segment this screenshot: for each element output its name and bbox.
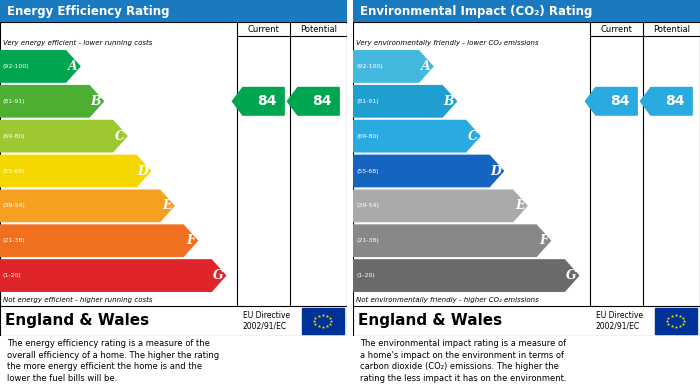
Text: D: D	[137, 165, 148, 178]
Text: (1-20): (1-20)	[356, 273, 374, 278]
Polygon shape	[0, 120, 127, 152]
Text: England & Wales: England & Wales	[358, 314, 502, 328]
Polygon shape	[287, 88, 340, 115]
Polygon shape	[0, 86, 104, 117]
Bar	[655, 308, 696, 334]
Text: (81-91): (81-91)	[3, 99, 26, 104]
Text: (55-68): (55-68)	[356, 169, 379, 174]
Polygon shape	[353, 260, 579, 291]
Text: Very environmentally friendly - lower CO₂ emissions: Very environmentally friendly - lower CO…	[356, 39, 538, 46]
Text: Potential: Potential	[653, 25, 690, 34]
Text: England & Wales: England & Wales	[5, 314, 149, 328]
Text: F: F	[186, 234, 195, 247]
Text: (92-100): (92-100)	[3, 64, 29, 69]
Polygon shape	[353, 120, 480, 152]
Text: EU Directive
2002/91/EC: EU Directive 2002/91/EC	[243, 311, 290, 331]
Text: 84: 84	[257, 94, 276, 108]
Polygon shape	[353, 155, 503, 187]
Bar	[302, 308, 344, 334]
Text: Energy Efficiency Rating: Energy Efficiency Rating	[7, 5, 169, 18]
Text: Environmental Impact (CO₂) Rating: Environmental Impact (CO₂) Rating	[360, 5, 592, 18]
Text: (39-54): (39-54)	[3, 203, 26, 208]
Text: (21-38): (21-38)	[3, 238, 26, 243]
Polygon shape	[0, 190, 174, 222]
Polygon shape	[0, 51, 80, 82]
Text: Not energy efficient - higher running costs: Not energy efficient - higher running co…	[3, 296, 153, 303]
Text: Current: Current	[248, 25, 279, 34]
Polygon shape	[640, 88, 692, 115]
Text: (39-54): (39-54)	[356, 203, 379, 208]
Text: EU Directive
2002/91/EC: EU Directive 2002/91/EC	[596, 311, 643, 331]
Text: The environmental impact rating is a measure of
a home's impact on the environme: The environmental impact rating is a mea…	[360, 339, 566, 383]
Text: (21-38): (21-38)	[356, 238, 379, 243]
Text: 84: 84	[610, 94, 629, 108]
Polygon shape	[0, 260, 225, 291]
Text: A: A	[421, 60, 431, 73]
Polygon shape	[353, 86, 456, 117]
Polygon shape	[0, 225, 197, 256]
Polygon shape	[353, 51, 433, 82]
Text: 84: 84	[665, 94, 685, 108]
Text: (55-68): (55-68)	[3, 169, 25, 174]
Text: (69-80): (69-80)	[3, 134, 26, 139]
Text: G: G	[213, 269, 223, 282]
Text: Potential: Potential	[300, 25, 337, 34]
Text: (69-80): (69-80)	[356, 134, 379, 139]
Polygon shape	[0, 155, 150, 187]
Text: (1-20): (1-20)	[3, 273, 22, 278]
Text: The energy efficiency rating is a measure of the
overall efficiency of a home. T: The energy efficiency rating is a measur…	[7, 339, 219, 383]
Text: G: G	[566, 269, 577, 282]
Polygon shape	[232, 88, 284, 115]
Text: D: D	[491, 165, 501, 178]
Text: E: E	[515, 199, 525, 212]
Text: F: F	[540, 234, 548, 247]
Polygon shape	[353, 225, 550, 256]
Polygon shape	[353, 190, 527, 222]
Text: E: E	[162, 199, 172, 212]
Text: (81-91): (81-91)	[356, 99, 379, 104]
Text: (92-100): (92-100)	[356, 64, 383, 69]
Text: A: A	[68, 60, 78, 73]
Polygon shape	[585, 88, 637, 115]
Text: B: B	[91, 95, 101, 108]
Text: Very energy efficient - lower running costs: Very energy efficient - lower running co…	[3, 39, 153, 46]
Text: B: B	[444, 95, 454, 108]
Text: C: C	[468, 130, 478, 143]
Text: Not environmentally friendly - higher CO₂ emissions: Not environmentally friendly - higher CO…	[356, 296, 539, 303]
Text: C: C	[115, 130, 125, 143]
Text: 84: 84	[312, 94, 332, 108]
Text: Current: Current	[601, 25, 632, 34]
